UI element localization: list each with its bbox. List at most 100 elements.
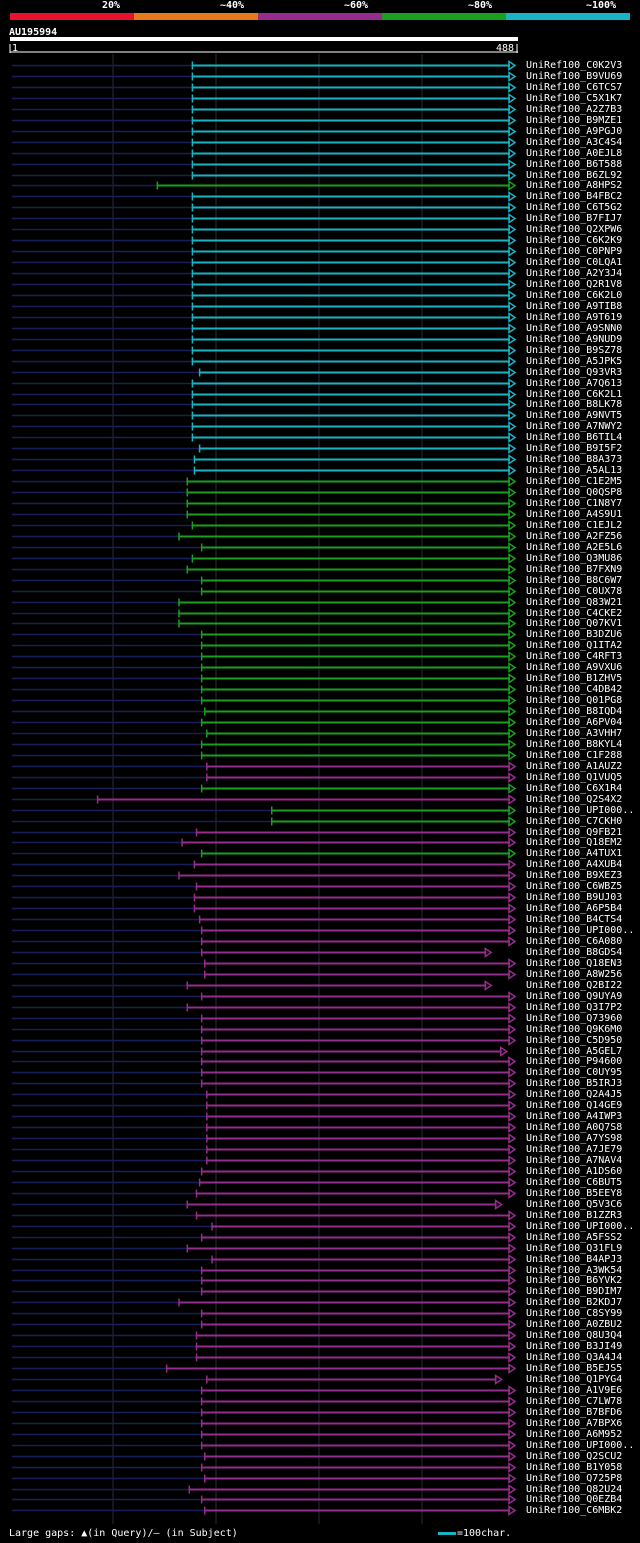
hit-label: UniRef100_A6M952: [526, 1429, 623, 1440]
hit-label: UniRef100_B7FIJ7: [526, 213, 623, 224]
axis-end-label: 488: [496, 43, 515, 54]
hit-label: UniRef100_Q5V3C6: [526, 1199, 623, 1210]
hit-arrowhead: [508, 586, 517, 597]
hit-label: UniRef100_B9SZ78: [526, 345, 623, 356]
hit-arrowhead: [508, 1254, 517, 1265]
hit-arrowhead: [508, 60, 517, 71]
hit-label: UniRef100_C5D950: [526, 1035, 623, 1046]
hit-arrowhead: [508, 1429, 517, 1440]
hit-label: UniRef100_B8KYL4: [526, 739, 623, 750]
hit-arrowhead: [508, 1396, 517, 1407]
hit-label: UniRef100_A6P5B4: [526, 903, 623, 914]
hit-label: UniRef100_Q18EN3: [526, 958, 623, 969]
hit-label: UniRef100_A9PGJ0: [526, 126, 623, 137]
hit-arrowhead: [508, 1418, 517, 1429]
hit-label: UniRef100_A3C4S4: [526, 137, 623, 148]
hit-label: UniRef100_A1AUZ2: [526, 761, 623, 772]
hit-label: UniRef100_Q725P8: [526, 1473, 623, 1484]
hit-arrowhead: [508, 597, 517, 608]
hit-arrowhead: [508, 673, 517, 684]
hit-arrowhead: [508, 1286, 517, 1297]
hit-arrowhead: [508, 1484, 517, 1495]
hit-arrowhead: [508, 1056, 517, 1067]
identity-bin-swatch: [10, 13, 134, 20]
hit-arrowhead: [508, 1232, 517, 1243]
hit-arrowhead: [508, 378, 517, 389]
hit-label: UniRef100_C0K2V3: [526, 60, 623, 71]
hit-label: UniRef100_C1EJL2: [526, 520, 623, 531]
hit-arrowhead: [508, 531, 517, 542]
hit-label: UniRef100_C6A080: [526, 936, 623, 947]
hit-arrowhead: [508, 410, 517, 421]
hit-arrowhead: [508, 498, 517, 509]
hit-label: UniRef100_C6WBZ5: [526, 881, 623, 892]
hit-arrowhead: [508, 257, 517, 268]
hit-label: UniRef100_UPI000..: [526, 925, 635, 936]
hit-label: UniRef100_A7YS98: [526, 1133, 623, 1144]
hit-label: UniRef100_C6K2L1: [526, 389, 623, 400]
hit-arrowhead: [508, 794, 517, 805]
hit-label: UniRef100_Q9UYA9: [526, 991, 623, 1002]
hit-label: UniRef100_B5IRJ3: [526, 1078, 623, 1089]
hit-label: UniRef100_Q9K6M0: [526, 1024, 623, 1035]
hit-arrowhead: [508, 323, 517, 334]
hit-label: UniRef100_C7CKH0: [526, 816, 623, 827]
hit-arrowhead: [508, 334, 517, 345]
hit-label: UniRef100_Q3I7P2: [526, 1002, 623, 1013]
hit-label: UniRef100_Q2S4X2: [526, 794, 623, 805]
hit-label: UniRef100_C4RFT3: [526, 651, 623, 662]
hit-arrowhead: [508, 608, 517, 619]
identity-bin-label: ~40%: [220, 0, 245, 11]
hit-label: UniRef100_B9VU69: [526, 71, 623, 82]
hit-label: UniRef100_A2Z7B3: [526, 104, 623, 115]
hit-arrowhead: [508, 301, 517, 312]
hit-arrowhead: [508, 925, 517, 936]
hit-arrowhead: [508, 1330, 517, 1341]
hit-label: UniRef100_Q1PYG4: [526, 1374, 623, 1385]
hit-arrowhead: [508, 859, 517, 870]
hit-arrowhead: [508, 1100, 517, 1111]
hit-arrowhead: [508, 783, 517, 794]
hit-arrowhead: [508, 1024, 517, 1035]
hit-label: UniRef100_C0UX78: [526, 586, 623, 597]
hit-label: UniRef100_A0Q7S8: [526, 1122, 623, 1133]
hit-label: UniRef100_B9I5F2: [526, 443, 623, 454]
hit-label: UniRef100_B8LK78: [526, 399, 623, 410]
hit-arrowhead: [508, 1363, 517, 1374]
hit-label: UniRef100_A1V9E6: [526, 1385, 623, 1396]
identity-bin-label: ~80%: [468, 0, 493, 11]
identity-bin-label: ~100%: [586, 0, 617, 11]
hit-arrowhead: [508, 892, 517, 903]
hit-label: UniRef100_A9T619: [526, 312, 623, 323]
hit-label: UniRef100_A4IWP3: [526, 1111, 623, 1122]
hit-label: UniRef100_C4CKE2: [526, 608, 623, 619]
hit-arrowhead: [508, 202, 517, 213]
hit-label: UniRef100_B1Y058: [526, 1462, 623, 1473]
hit-arrowhead: [508, 224, 517, 235]
axis-start-label: 1: [12, 43, 19, 54]
hit-arrowhead: [508, 958, 517, 969]
hit-label: UniRef100_C4DB42: [526, 684, 623, 695]
hit-label: UniRef100_C6T5G2: [526, 202, 623, 213]
hit-label: UniRef100_C1E2M5: [526, 476, 623, 487]
hit-label: UniRef100_B9DIM7: [526, 1286, 623, 1297]
hit-arrowhead: [508, 246, 517, 257]
hit-label: UniRef100_C6X1R4: [526, 783, 623, 794]
hit-label: UniRef100_Q0QSP8: [526, 487, 623, 498]
hit-arrowhead: [508, 487, 517, 498]
hit-label: UniRef100_B3DZU6: [526, 629, 623, 640]
hit-arrowhead: [508, 1440, 517, 1451]
hit-label: UniRef100_A9TIB8: [526, 301, 623, 312]
hit-label: UniRef100_A6PV04: [526, 717, 623, 728]
hit-arrowhead: [508, 827, 517, 838]
hit-arrowhead: [508, 662, 517, 673]
hit-arrowhead: [508, 191, 517, 202]
hit-arrowhead: [508, 1177, 517, 1188]
hit-label: UniRef100_Q2R1V8: [526, 279, 623, 290]
hit-arrowhead: [508, 1473, 517, 1484]
hit-arrowhead: [508, 454, 517, 465]
hit-label: UniRef100_Q31FL9: [526, 1243, 623, 1254]
hit-arrowhead: [508, 684, 517, 695]
hit-label: UniRef100_Q14GE9: [526, 1100, 623, 1111]
